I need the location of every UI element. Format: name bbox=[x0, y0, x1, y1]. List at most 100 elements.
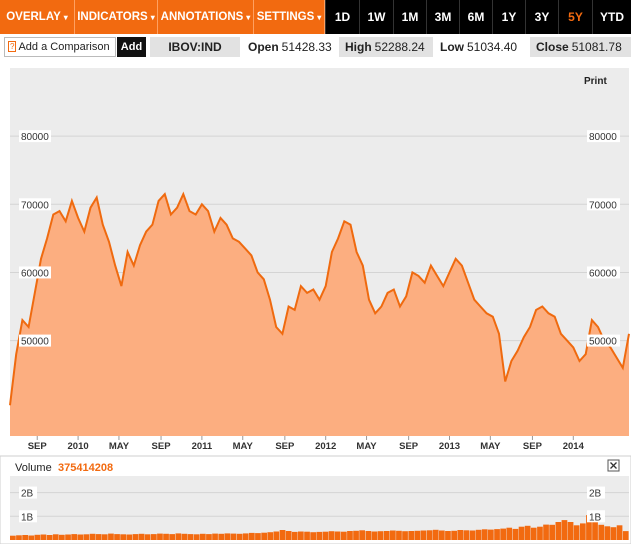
volume-bar bbox=[144, 534, 151, 540]
volume-bar bbox=[10, 535, 16, 540]
volume-bar bbox=[494, 529, 500, 540]
volume-bar bbox=[16, 535, 22, 540]
chevron-down-icon: ▾ bbox=[317, 13, 322, 22]
price-area-fill bbox=[10, 194, 629, 436]
volume-bar bbox=[108, 533, 114, 540]
volume-bar bbox=[279, 530, 286, 540]
x-tick-label: 2011 bbox=[192, 441, 213, 452]
low-stat: Low 51034.40 bbox=[434, 37, 529, 57]
x-tick-label: SEP bbox=[399, 441, 419, 452]
volume-bar bbox=[488, 529, 494, 540]
volume-bar bbox=[230, 533, 237, 540]
volume-bar bbox=[187, 534, 194, 540]
volume-bar bbox=[175, 533, 182, 540]
close-panel-icon[interactable] bbox=[607, 459, 620, 472]
volume-bar bbox=[353, 530, 359, 540]
volume-bar bbox=[120, 534, 126, 540]
x-tick-label: SEP bbox=[28, 441, 48, 452]
annotations-menu[interactable]: ANNOTATIONS ▾ bbox=[158, 0, 254, 34]
range-1d-button[interactable]: 1D bbox=[325, 0, 359, 34]
volume-bar bbox=[616, 525, 623, 540]
add-comparison-button[interactable]: Add bbox=[117, 37, 146, 57]
volume-tick-label-left: 2B bbox=[19, 486, 37, 500]
y-tick-label-left: 50000 bbox=[19, 334, 51, 348]
range-1y-button[interactable]: 1Y bbox=[492, 0, 525, 34]
high-stat: High 52288.24 bbox=[339, 37, 433, 57]
range-ytd-button[interactable]: YTD bbox=[592, 0, 631, 34]
volume-bar bbox=[543, 524, 549, 540]
volume-bar bbox=[316, 531, 323, 540]
volume-bar bbox=[580, 523, 586, 540]
chevron-down-icon: ▾ bbox=[246, 13, 251, 22]
svg-text:60000: 60000 bbox=[21, 268, 49, 279]
volume-bar bbox=[420, 530, 427, 540]
range-1w-button[interactable]: 1W bbox=[359, 0, 393, 34]
range-3y-button[interactable]: 3Y bbox=[525, 0, 558, 34]
volume-bar bbox=[304, 531, 310, 540]
volume-bar bbox=[365, 531, 372, 540]
volume-bar bbox=[347, 531, 353, 540]
volume-tick-label-right: 1B bbox=[587, 510, 605, 523]
volume-bar bbox=[359, 530, 365, 540]
volume-bar bbox=[390, 530, 396, 540]
settings-menu[interactable]: SETTINGS ▾ bbox=[254, 0, 325, 34]
volume-bar bbox=[310, 532, 316, 540]
volume-bar bbox=[426, 530, 433, 540]
volume-bar bbox=[451, 530, 457, 540]
y-tick-label-left: 70000 bbox=[19, 198, 51, 211]
volume-bar bbox=[224, 533, 231, 540]
volume-bar bbox=[604, 526, 611, 540]
range-5y-button[interactable]: 5Y bbox=[558, 0, 592, 34]
volume-bar bbox=[598, 524, 605, 540]
low-value: 51034.40 bbox=[467, 40, 518, 54]
x-tick-label: MAY bbox=[109, 441, 130, 452]
price-chart[interactable]: 50000 50000 60000 60000 70000 70000 80000 80000… bbox=[0, 60, 631, 544]
print-link[interactable]: Print bbox=[584, 76, 607, 87]
open-stat: Open 51428.33 bbox=[242, 37, 337, 57]
range-6m-button[interactable]: 6M bbox=[459, 0, 492, 34]
volume-bar bbox=[22, 535, 28, 540]
svg-text:80000: 80000 bbox=[589, 132, 617, 143]
y-tick-label-right: 50000 bbox=[587, 334, 620, 348]
volume-bar bbox=[261, 532, 267, 540]
volume-bar bbox=[408, 531, 415, 540]
volume-bar bbox=[59, 534, 65, 540]
x-tick-label: 2013 bbox=[439, 441, 460, 452]
y-tick-label-left: 80000 bbox=[19, 130, 51, 143]
volume-bar bbox=[524, 525, 531, 540]
overlay-menu-label: OVERLAY bbox=[6, 11, 61, 23]
ticker-symbol: IBOV:IND bbox=[150, 37, 240, 57]
range-1m-button[interactable]: 1M bbox=[393, 0, 426, 34]
x-tick-label: SEP bbox=[523, 441, 543, 452]
volume-bar bbox=[52, 534, 59, 540]
volume-bar bbox=[132, 534, 139, 540]
volume-bar bbox=[561, 520, 568, 540]
volume-bar bbox=[95, 534, 102, 540]
volume-bar bbox=[298, 531, 304, 540]
overlay-menu[interactable]: OVERLAY ▾ bbox=[0, 0, 75, 34]
volume-bar bbox=[157, 533, 163, 540]
volume-bar bbox=[65, 534, 71, 540]
svg-text:70000: 70000 bbox=[589, 200, 617, 211]
volume-bar bbox=[218, 533, 225, 540]
volume-bar bbox=[469, 530, 476, 540]
volume-bar bbox=[273, 531, 280, 540]
volume-bar bbox=[200, 533, 206, 540]
range-3m-button[interactable]: 3M bbox=[426, 0, 459, 34]
volume-bar bbox=[236, 533, 243, 540]
volume-bar bbox=[40, 534, 47, 540]
add-comparison-input[interactable]: ? Add a Comparison bbox=[4, 37, 116, 57]
y-tick-label-right: 70000 bbox=[587, 198, 620, 211]
price-line bbox=[9, 191, 630, 406]
volume-bar bbox=[457, 530, 464, 540]
volume-bar bbox=[193, 534, 200, 540]
volume-bar bbox=[138, 533, 145, 540]
indicators-menu[interactable]: INDICATORS ▾ bbox=[75, 0, 158, 34]
volume-bar bbox=[537, 526, 543, 540]
chevron-down-icon: ▾ bbox=[63, 13, 68, 22]
open-value: 51428.33 bbox=[281, 40, 332, 54]
x-tick-label: 2014 bbox=[563, 441, 585, 452]
volume-bar bbox=[114, 534, 120, 540]
volume-bar bbox=[334, 531, 341, 540]
volume-bar bbox=[163, 533, 169, 540]
